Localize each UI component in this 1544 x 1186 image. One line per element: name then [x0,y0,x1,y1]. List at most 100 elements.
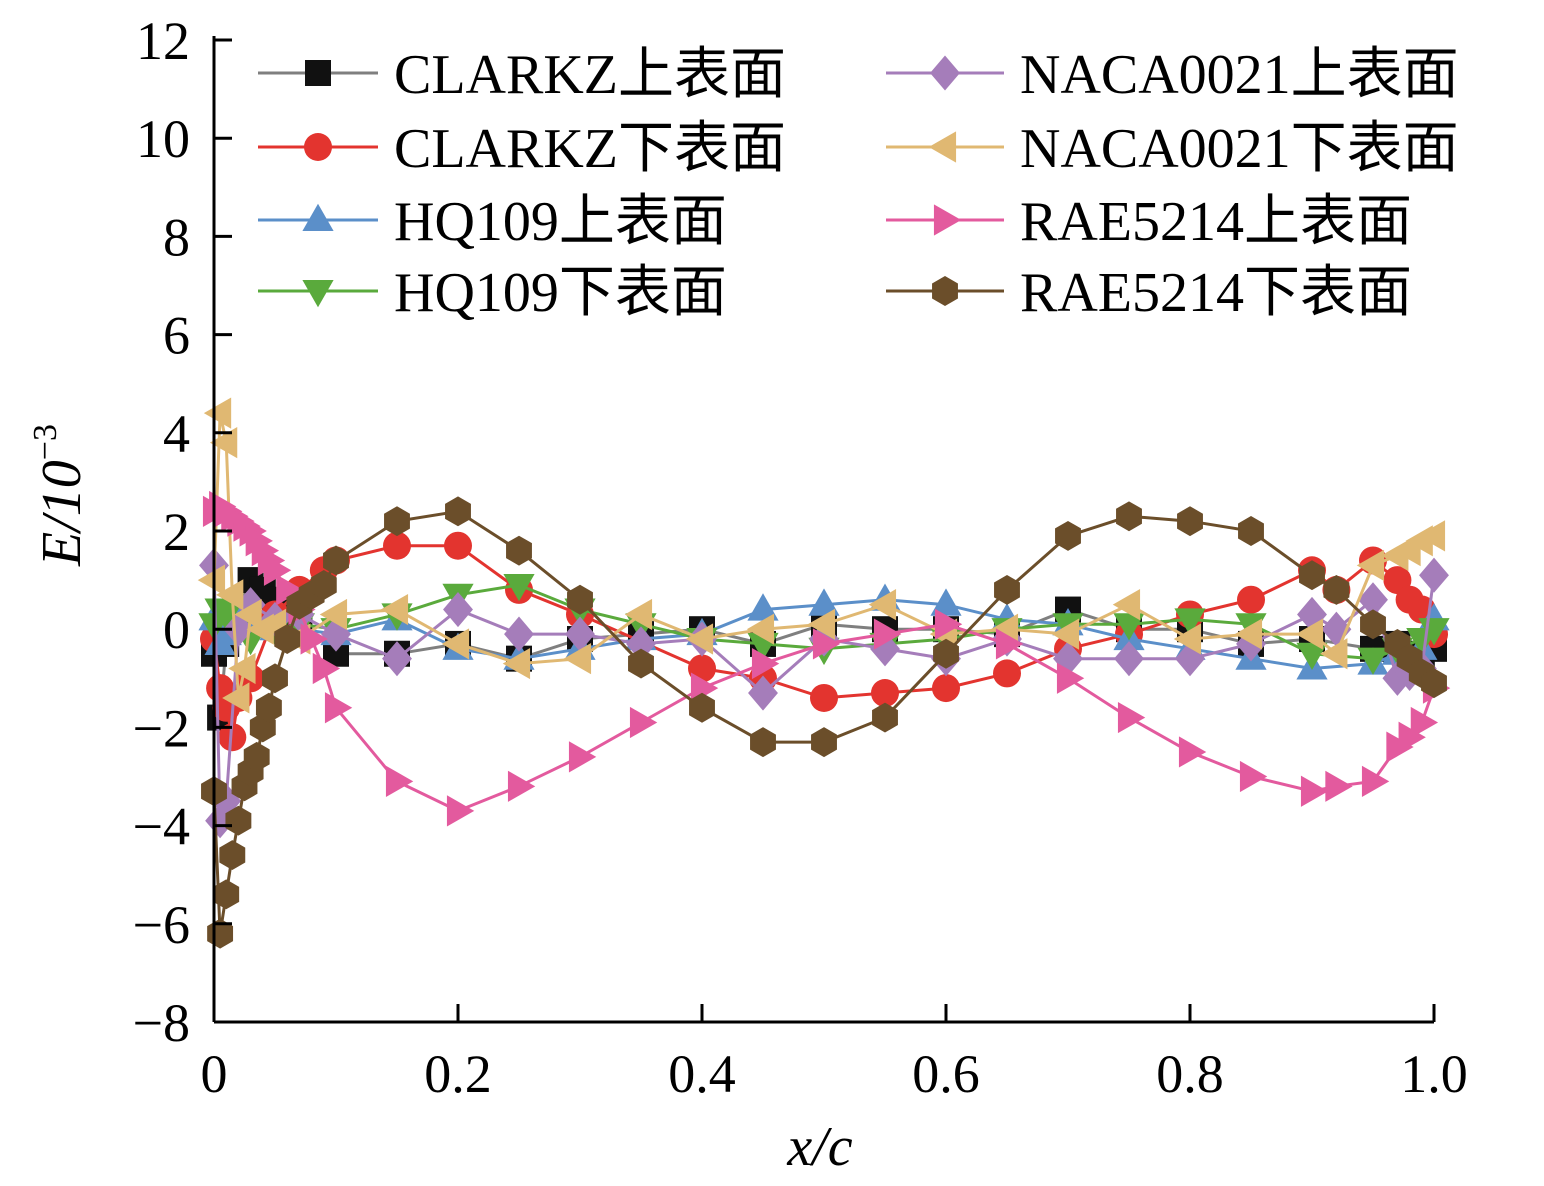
data-point [1174,608,1206,636]
data-point [1417,520,1446,552]
series-line [212,509,1435,934]
y-axis-title: E/10−3 [27,424,93,567]
data-point [994,574,1020,605]
legend-label: CLARKZ下表面 [394,118,786,180]
data-point [444,531,472,560]
data-point [225,805,252,836]
y-tick-label: 10 [136,109,190,169]
data-point [300,623,328,655]
data-point [685,623,714,655]
data-point [932,674,960,703]
data-point [507,770,536,802]
legend-label: RAE5214下表面 [1020,262,1412,324]
data-point [203,397,232,429]
data-point [1358,582,1388,618]
data-point [1113,613,1145,641]
data-point [750,727,776,758]
data-point [812,628,841,660]
data-point [506,535,532,566]
legend-item-rae5214-: RAE5214上表面 [886,191,1412,253]
y-tick-label: −6 [133,895,190,955]
legend-item-hq109-: HQ109下表面 [258,262,727,324]
data-point [504,616,534,652]
y-tick-label: −8 [133,993,190,1053]
data-point [629,706,658,739]
data-point [218,723,247,752]
x-tick-label: 0 [201,1044,228,1104]
legend-label: NACA0021下表面 [1020,118,1459,180]
data-point [1357,647,1389,675]
data-point [930,588,962,616]
data-point [502,647,531,680]
data-point [748,675,778,711]
legend-marker [302,203,334,232]
data-point [1419,557,1449,593]
data-point [565,616,595,652]
data-point [380,593,409,626]
data-point [751,647,780,680]
x-axis-title: x/c [786,1116,852,1178]
data-point [1361,765,1390,798]
data-point [382,641,412,677]
data-point [872,702,898,733]
legend-item-naca0021-: NACA0021下表面 [886,118,1459,180]
data-point [310,570,337,600]
legend-label: CLARKZ上表面 [394,44,786,106]
y-tick-label: 6 [163,306,190,366]
data-point [209,427,238,459]
legend-marker [930,55,960,91]
legend-label: NACA0021上表面 [1020,44,1459,106]
data-point [1116,501,1142,532]
data-point [1173,623,1202,655]
data-point [933,638,959,669]
legend-item-naca0021-: NACA0021上表面 [886,44,1459,106]
y-tick-label: −4 [133,797,190,857]
data-point [1360,609,1386,640]
data-point [441,628,470,660]
data-point [1239,760,1268,793]
legend-marker [305,60,331,86]
data-point [568,741,597,773]
data-point [197,564,226,596]
data-point [274,624,301,654]
y-axis-title-exponent: −3 [27,424,64,460]
legend-marker [932,276,958,306]
legend-label: RAE5214上表面 [1020,191,1412,253]
data-point [868,589,897,621]
data-point [807,608,836,640]
y-tick-label: 8 [163,207,190,267]
legend-marker [304,133,332,161]
axes: −8 −6 −4 −2 0 2 4 6 8 10 12 0 0.2 0.4 0.6 0.8 1.0 [133,11,1468,1104]
data-point [1234,618,1263,650]
data-point [990,613,1019,645]
data-point [1323,574,1350,605]
series-rae5214- [201,496,1447,949]
x-tick-label: 1.0 [1400,1044,1468,1104]
data-point [443,592,473,628]
data-point [1177,506,1203,537]
data-point [319,598,348,631]
legend-item-hq109-: HQ109上表面 [258,191,727,253]
data-point [503,573,535,602]
y-tick-label: 0 [163,600,190,660]
data-point [626,626,656,662]
data-point [1178,736,1207,768]
x-tick-label: 0.6 [912,1044,980,1104]
data-point [243,741,270,772]
data-point [746,613,775,645]
data-point [1320,638,1348,670]
y-axis-title-main: E/10 [31,460,93,567]
data-point [808,588,840,616]
data-point [1295,618,1324,650]
data-point [255,692,282,723]
data-point [234,598,262,631]
data-point [222,682,250,714]
x-tick-label: 0.4 [668,1044,736,1104]
data-point [995,628,1024,660]
series-layer [197,397,1451,949]
data-point [567,584,593,615]
data-point [873,618,902,650]
legend-item-clarkz-: CLARKZ上表面 [258,44,786,106]
